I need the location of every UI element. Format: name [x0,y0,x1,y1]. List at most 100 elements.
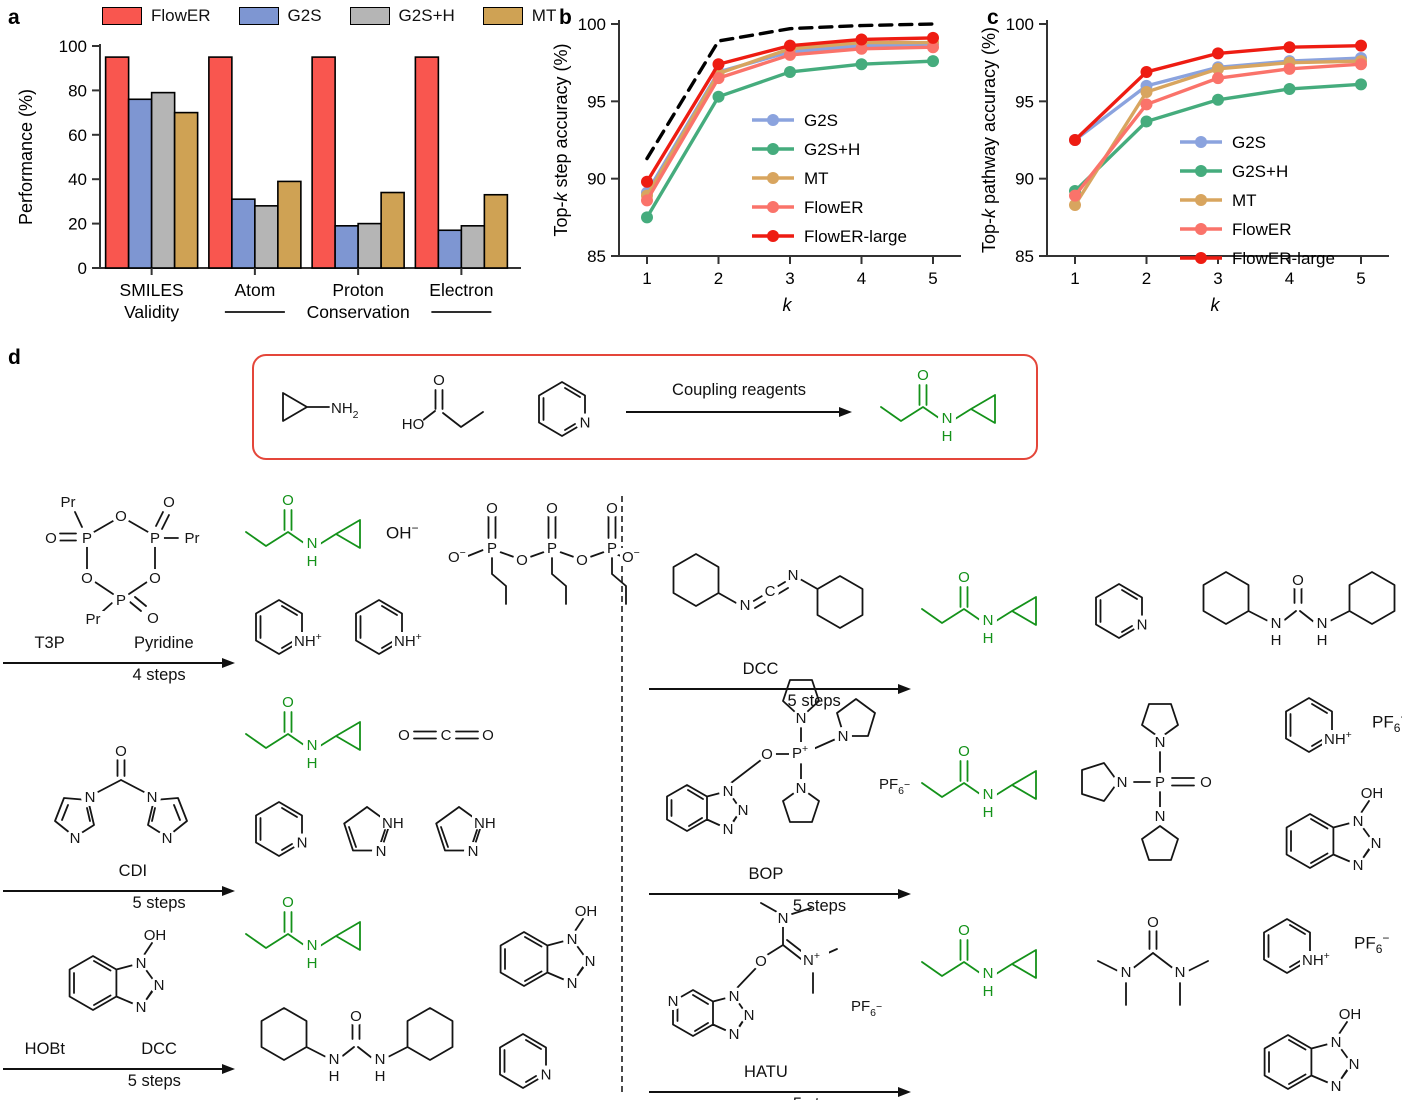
svg-text:Performance (%): Performance (%) [16,89,36,225]
svg-text:N: N [307,937,318,954]
svg-text:N: N [838,728,849,745]
product-column-t3p-0: O N H OH− NH+ NH+ [240,486,436,668]
arrow-label-above-dcc-0: DCC [742,660,779,678]
molecule-pyridine: N [1080,566,1160,652]
arrow-label-above-hobt-0: HOBt [24,1040,65,1058]
molecule-cyclopropylamine: NH2 [273,376,373,438]
svg-text:N: N [1155,808,1166,825]
svg-text:N: N [983,965,994,982]
legend-swatch [349,7,390,25]
svg-text:FlowER: FlowER [1232,220,1292,239]
svg-text:N: N [729,988,740,1005]
svg-text:Electron: Electron [429,280,493,300]
svg-text:N: N [1175,964,1186,981]
svg-text:5: 5 [928,269,937,288]
svg-text:O: O [45,530,57,547]
svg-text:N: N [1137,617,1148,634]
svg-text:N: N [778,910,789,927]
reaction-arrow [3,1064,235,1074]
reaction-arrow [626,407,852,417]
svg-text:Atom: Atom [234,280,275,300]
scheme-arrow-bop: BOP 5 steps [648,861,916,919]
molecule-pyridinium: NH+ [1270,680,1366,766]
svg-text:k: k [783,295,793,315]
molecule-imidazole: NH N [420,787,504,867]
product-column-bop-1: NH+PF6− NNN OH [1270,680,1402,894]
svg-text:N: N [468,843,479,860]
reaction-arrow [649,889,911,899]
panel-c-label: c [987,6,999,29]
svg-text:O: O [755,953,767,970]
svg-text:O: O [282,492,294,509]
ion-hydroxide: OH− [386,520,419,543]
arrow-label-below-t3p-0: 4 steps [132,666,186,684]
svg-text:O: O [149,570,161,587]
svg-text:N: N [162,830,173,847]
svg-text:5: 5 [1356,269,1365,288]
svg-text:O: O [163,494,175,511]
molecule-cdi: O N N N N [22,736,220,858]
svg-text:N: N [567,931,578,948]
svg-text:N+: N+ [803,950,820,969]
legend-label: G2S+H [398,6,455,25]
svg-text:H: H [375,1068,386,1085]
scheme-stage-dcc: N C N DCC 5 steps [648,520,916,710]
svg-text:N: N [788,567,799,584]
svg-text:MT: MT [1232,191,1257,210]
scheme-arrow-t3p: T3P Pyridine 4 steps [2,630,240,688]
product-row-t3p-0-1: NH+ NH+ [240,582,436,668]
scheme-stage-cdi: O N N N N CDI 5 steps [2,688,240,912]
svg-text:100: 100 [578,15,606,34]
arrow-label-above-t3p-1: Pyridine [134,634,194,652]
svg-text:O: O [482,727,494,744]
svg-text:OH: OH [575,903,598,920]
svg-text:N: N [70,830,81,847]
svg-text:O: O [606,500,618,517]
product-row-bop-1-0: NH+ PF6− [1270,680,1402,766]
svg-text:k: k [1211,295,1221,315]
step-accuracy-chart: 85 90 95 100 1 2 3 4 5 k Top-k step accuracy (%) G2… [551,15,961,315]
panel-b-label: b [559,6,572,29]
svg-text:H: H [1317,632,1328,649]
arrow-label-above-hatu-0: HATU [744,1063,788,1081]
svg-text:N: N [1331,1078,1342,1095]
svg-text:O: O [1292,572,1304,589]
svg-text:H: H [942,428,953,445]
svg-text:2: 2 [714,269,723,288]
svg-text:N: N [1117,774,1128,791]
ion-pf6: PF6− [1354,931,1390,957]
svg-text:OH: OH [1339,1006,1362,1023]
svg-text:O: O [1147,914,1159,931]
svg-text:N: N [153,977,164,994]
svg-text:O: O [282,694,294,711]
svg-text:N: N [1331,1034,1342,1051]
svg-text:H: H [307,955,318,972]
molecule-pyridinium: NH+ [1248,901,1344,987]
svg-text:3: 3 [785,269,794,288]
molecule-pyridinium: NH+ [240,582,336,668]
svg-text:N: N [567,975,578,992]
svg-text:P: P [547,540,557,557]
svg-text:H: H [307,553,318,570]
product-row-cdi-0-1: N NH N NH N [240,784,504,870]
svg-text:40: 40 [68,170,87,189]
svg-text:N: N [135,999,146,1016]
svg-text:N: N [942,410,953,427]
svg-text:G2S: G2S [804,111,838,130]
svg-text:N: N [723,821,734,838]
svg-text:O: O [398,727,410,744]
